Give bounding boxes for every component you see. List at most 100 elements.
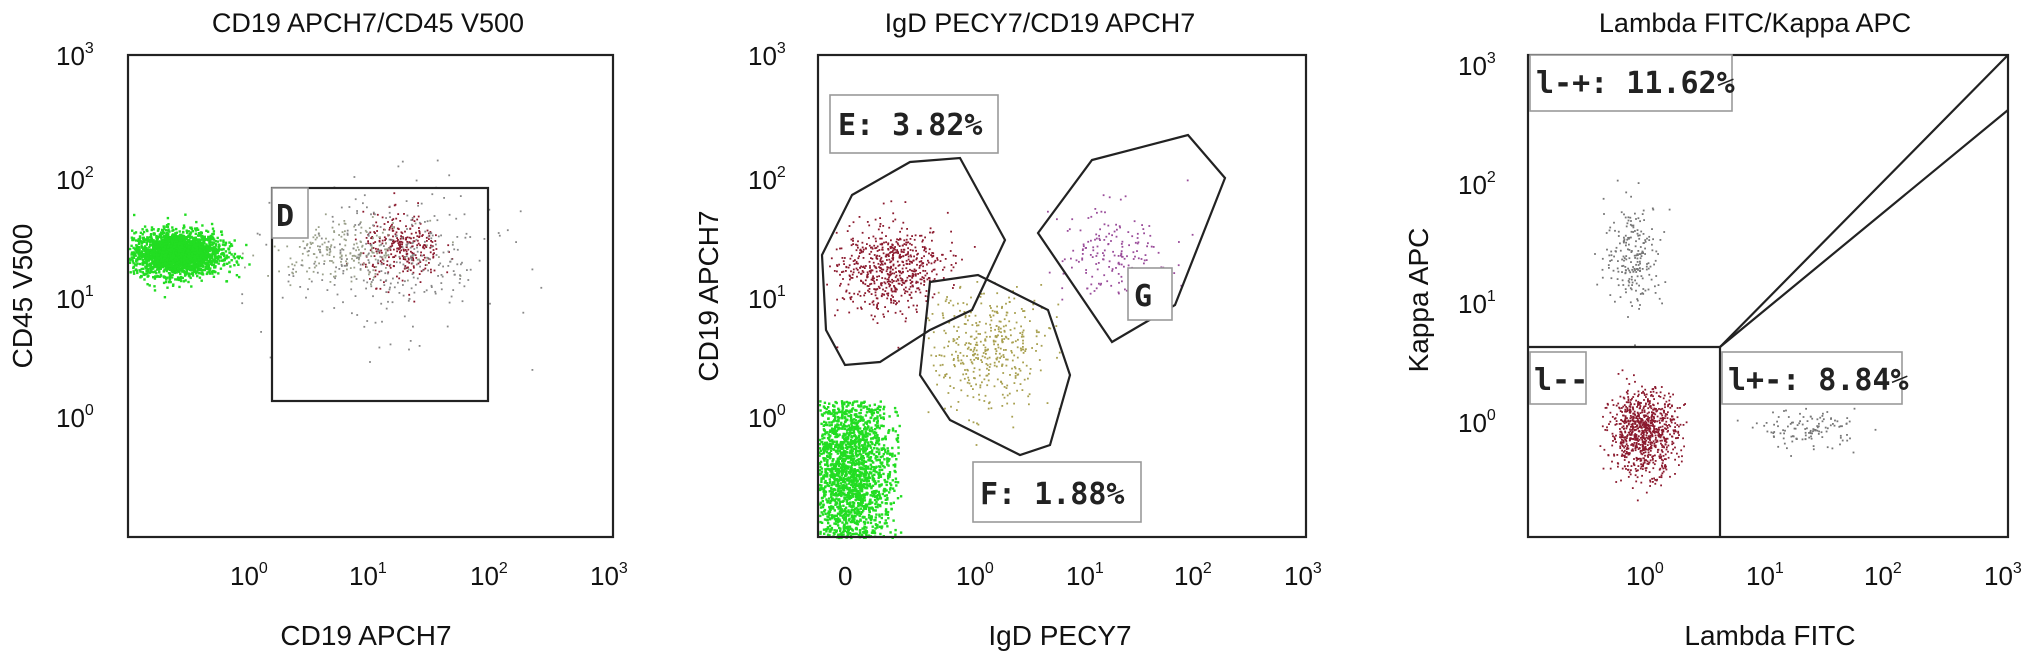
- event-point: [819, 503, 822, 506]
- event-point: [861, 527, 864, 530]
- event-point: [354, 198, 357, 201]
- event-point: [452, 241, 454, 244]
- event-point: [898, 424, 901, 428]
- event-point: [434, 290, 437, 293]
- event-point: [172, 238, 175, 241]
- event-point: [387, 291, 390, 294]
- event-point: [140, 244, 143, 247]
- event-point: [426, 244, 428, 247]
- event-point: [174, 252, 178, 255]
- event-point: [350, 288, 353, 291]
- event-point: [506, 229, 509, 232]
- event-point: [430, 237, 433, 240]
- event-point: [321, 243, 324, 246]
- event-point: [326, 246, 329, 249]
- event-point: [339, 243, 341, 246]
- event-point: [821, 443, 825, 446]
- event-point: [138, 237, 142, 240]
- event-point: [831, 506, 834, 510]
- event-point: [871, 507, 874, 510]
- event-point: [373, 266, 376, 268]
- event-point: [151, 241, 154, 244]
- event-point: [162, 251, 165, 255]
- event-point: [182, 250, 185, 254]
- event-point: [150, 228, 153, 232]
- event-point: [371, 251, 374, 254]
- event-point: [861, 511, 864, 514]
- event-point: [146, 264, 149, 267]
- event-point: [160, 237, 163, 240]
- event-point: [339, 251, 342, 254]
- event-point: [217, 262, 220, 265]
- event-point: [418, 232, 421, 235]
- event-point: [833, 432, 836, 435]
- event-point: [202, 260, 206, 263]
- event-point: [825, 498, 828, 501]
- event-point: [187, 247, 190, 250]
- event-point: [830, 483, 833, 487]
- event-point: [858, 466, 861, 469]
- event-point: [198, 267, 202, 270]
- event-point: [835, 412, 838, 415]
- event-point: [412, 257, 414, 260]
- event-point: [130, 244, 133, 247]
- event-point: [884, 435, 887, 438]
- event-point: [874, 434, 877, 437]
- event-point: [212, 252, 215, 256]
- event-point: [841, 459, 844, 463]
- event-point: [405, 255, 408, 258]
- event-point: [155, 272, 158, 275]
- event-point: [180, 235, 183, 238]
- event-point: [891, 452, 894, 455]
- event-point: [847, 492, 850, 496]
- event-point: [841, 500, 844, 503]
- event-point: [865, 491, 868, 495]
- event-point: [846, 441, 850, 445]
- event-point: [857, 493, 860, 496]
- event-point: [176, 237, 179, 241]
- event-point: [423, 247, 426, 250]
- event-point: [410, 287, 413, 290]
- event-point: [858, 510, 861, 514]
- event-point: [381, 216, 384, 219]
- event-point: [210, 247, 213, 251]
- event-point: [174, 243, 177, 246]
- event-point: [237, 263, 240, 266]
- event-point: [449, 260, 452, 263]
- event-point: [826, 484, 830, 487]
- event-point: [163, 263, 167, 267]
- event-point: [358, 248, 360, 251]
- event-point: [167, 239, 171, 242]
- event-point: [329, 273, 332, 275]
- event-point: [849, 470, 853, 473]
- event-point: [839, 447, 842, 450]
- event-point: [212, 232, 215, 236]
- event-point: [148, 246, 151, 249]
- event-point: [238, 275, 241, 279]
- event-point: [841, 413, 844, 416]
- event-point: [852, 520, 855, 523]
- event-point: [829, 449, 833, 452]
- event-point: [365, 237, 368, 239]
- event-point: [888, 415, 891, 418]
- event-point: [376, 252, 378, 255]
- event-point: [230, 243, 233, 246]
- event-point: [838, 464, 841, 468]
- event-point: [430, 244, 432, 247]
- event-point: [358, 258, 360, 261]
- event-point: [152, 266, 155, 270]
- event-point: [826, 475, 829, 478]
- event-point: [241, 302, 244, 305]
- event-point: [147, 249, 150, 252]
- event-point: [360, 241, 362, 243]
- event-point: [393, 226, 395, 229]
- event-point: [858, 514, 861, 518]
- event-point: [833, 517, 837, 521]
- event-point: [842, 441, 845, 444]
- event-point: [207, 247, 210, 250]
- event-point: [431, 193, 434, 196]
- event-point: [826, 458, 829, 462]
- event-point: [405, 243, 408, 246]
- event-point: [820, 511, 823, 514]
- event-point: [870, 517, 873, 520]
